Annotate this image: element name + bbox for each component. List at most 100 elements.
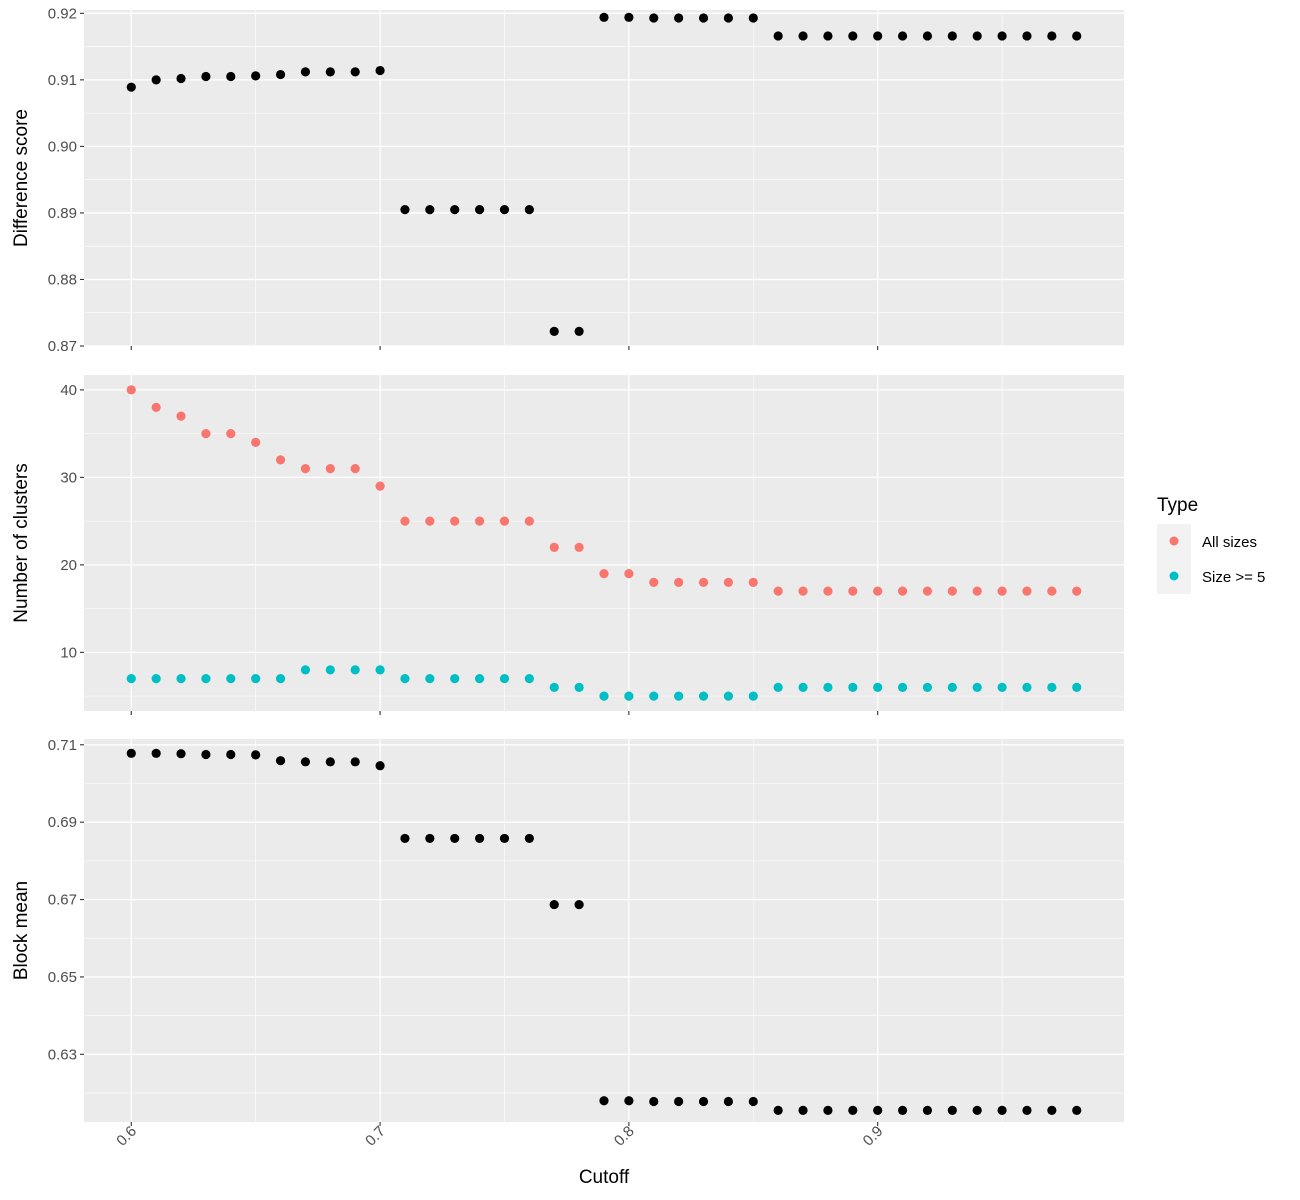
- data-point: [499, 516, 510, 526]
- data-point: [1072, 682, 1082, 692]
- data-point: [126, 82, 136, 92]
- data-point: [723, 691, 734, 701]
- y-tick-label: 10: [60, 644, 77, 661]
- data-point: [1022, 586, 1032, 596]
- data-point: [474, 205, 485, 215]
- series-2: [126, 665, 1082, 701]
- data-point: [499, 833, 510, 844]
- data-point: [773, 682, 783, 692]
- data-point: [798, 1105, 808, 1115]
- data-point: [176, 411, 186, 421]
- data-point: [674, 1096, 684, 1107]
- x-tick-label: 0.8: [611, 1123, 638, 1150]
- data-point: [474, 674, 485, 684]
- data-point: [624, 12, 634, 22]
- data-point: [300, 757, 311, 767]
- data-point: [599, 569, 609, 579]
- data-point: [649, 13, 659, 23]
- data-point: [176, 749, 186, 759]
- data-point: [126, 385, 136, 395]
- data-point: [275, 69, 286, 80]
- data-point: [798, 586, 808, 596]
- data-point: [947, 682, 957, 692]
- data-point: [1072, 586, 1082, 596]
- data-point: [848, 31, 858, 41]
- data-point: [823, 1105, 833, 1115]
- data-point: [897, 586, 908, 596]
- data-point: [574, 682, 584, 692]
- data-point: [1022, 1105, 1032, 1115]
- data-point: [947, 31, 957, 41]
- data-point: [599, 1096, 609, 1106]
- data-point: [1072, 1105, 1082, 1115]
- data-point: [350, 67, 360, 77]
- panel-background: [84, 375, 1124, 711]
- data-point: [848, 682, 858, 692]
- data-point: [201, 429, 211, 439]
- data-point: [723, 1096, 734, 1107]
- data-point: [1072, 31, 1082, 41]
- y-tick-label: 0.67: [48, 892, 77, 909]
- data-point: [649, 577, 659, 587]
- data-point: [748, 1096, 758, 1107]
- panel-2: 10 20 30 40 Number of clusters: [11, 375, 1124, 715]
- y-tick-label: 0.63: [48, 1046, 77, 1063]
- data-point: [126, 748, 136, 758]
- legend-label-size-ge-5: Size >= 5: [1202, 569, 1265, 586]
- data-point: [275, 674, 286, 684]
- data-point: [947, 586, 957, 596]
- data-point: [350, 464, 360, 474]
- data-point: [450, 674, 460, 684]
- data-point: [325, 757, 335, 767]
- data-point: [375, 665, 385, 675]
- data-point: [300, 665, 311, 675]
- data-point: [375, 761, 385, 771]
- x-tick-label: 0.7: [362, 1123, 389, 1150]
- data-point: [524, 833, 534, 844]
- data-point: [176, 73, 186, 84]
- data-point: [425, 516, 435, 526]
- data-point: [350, 757, 360, 767]
- data-point: [624, 569, 634, 579]
- data-point: [823, 31, 833, 41]
- data-point: [773, 1105, 783, 1115]
- data-point: [947, 1105, 957, 1115]
- data-point: [126, 674, 136, 684]
- data-point: [226, 71, 236, 82]
- data-point: [748, 13, 758, 23]
- data-point: [674, 691, 684, 701]
- data-point: [649, 1096, 659, 1107]
- data-point: [773, 31, 783, 41]
- x-axis-title: Cutoff: [579, 1167, 630, 1188]
- legend-label-all-sizes: All sizes: [1202, 534, 1257, 551]
- y-tick-label: 0.87: [48, 338, 77, 355]
- y-tick-label: 0.92: [48, 5, 77, 22]
- data-point: [873, 31, 883, 41]
- data-point: [176, 674, 186, 684]
- data-point: [350, 665, 360, 675]
- data-point: [474, 833, 485, 844]
- y-tick-label: 0.91: [48, 72, 77, 89]
- data-point: [897, 31, 908, 41]
- y-tick-label: 0.71: [48, 737, 77, 754]
- x-tick-label: 0.6: [113, 1123, 140, 1150]
- data-point: [997, 682, 1007, 692]
- data-point: [798, 682, 808, 692]
- legend-title: Type: [1157, 495, 1198, 516]
- data-point: [599, 12, 609, 22]
- panel-1: 0.87 0.88 0.89 0.90 0.91 0.92 Difference score: [11, 5, 1124, 355]
- data-point: [997, 586, 1007, 596]
- panel-background: [84, 739, 1124, 1122]
- data-point: [674, 577, 684, 587]
- data-point: [524, 516, 534, 526]
- data-point: [848, 1105, 858, 1115]
- data-point: [574, 326, 584, 336]
- data-point: [450, 516, 460, 526]
- data-point: [499, 205, 510, 215]
- y-tick-label: 0.90: [48, 138, 77, 155]
- data-point: [251, 674, 261, 684]
- data-point: [325, 464, 335, 474]
- data-point: [226, 749, 236, 760]
- data-point: [151, 75, 161, 85]
- data-point: [674, 13, 684, 23]
